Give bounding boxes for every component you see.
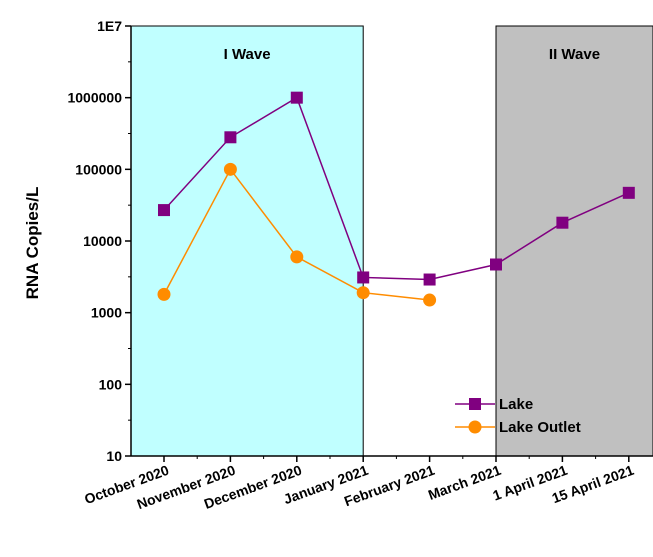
legend-label-0: Lake (499, 396, 533, 413)
y-tick-label: 1000000 (67, 90, 122, 106)
region-1 (495, 25, 653, 457)
shaded-regions: I Wave II Wave (130, 25, 653, 457)
legend: Lake Lake Outlet (455, 396, 581, 436)
data-point (290, 91, 303, 104)
region-0 (130, 25, 364, 457)
legend-label-1: Lake Outlet (499, 419, 581, 436)
data-point (622, 186, 635, 199)
y-tick-label: 10000 (83, 233, 122, 249)
data-point (556, 216, 569, 229)
data-point (158, 204, 170, 217)
data-point (423, 293, 437, 307)
x-tick-label: March 2021 (426, 462, 503, 503)
y-axis-title: RNA Copies/L (23, 187, 42, 300)
region-label-0: I Wave (224, 46, 271, 63)
data-point (490, 258, 502, 271)
series-line-0 (163, 96, 630, 281)
y-tick-label: 100 (99, 376, 123, 392)
data-point (290, 250, 304, 264)
data-point (423, 273, 436, 286)
y-tick-label: 1000 (91, 305, 122, 321)
data-point (224, 131, 237, 144)
y-tick-label: 100000 (75, 161, 122, 177)
legend-marker-1 (468, 420, 482, 434)
series-layer (157, 91, 635, 307)
data-point (356, 286, 370, 300)
region-label-1: II Wave (549, 46, 600, 63)
data-point (157, 287, 171, 301)
y-tick-label: 1E7 (97, 18, 122, 34)
y-tick-label: 10 (106, 448, 122, 464)
legend-marker-0 (469, 398, 481, 410)
data-point (357, 271, 370, 284)
data-point (223, 162, 237, 176)
